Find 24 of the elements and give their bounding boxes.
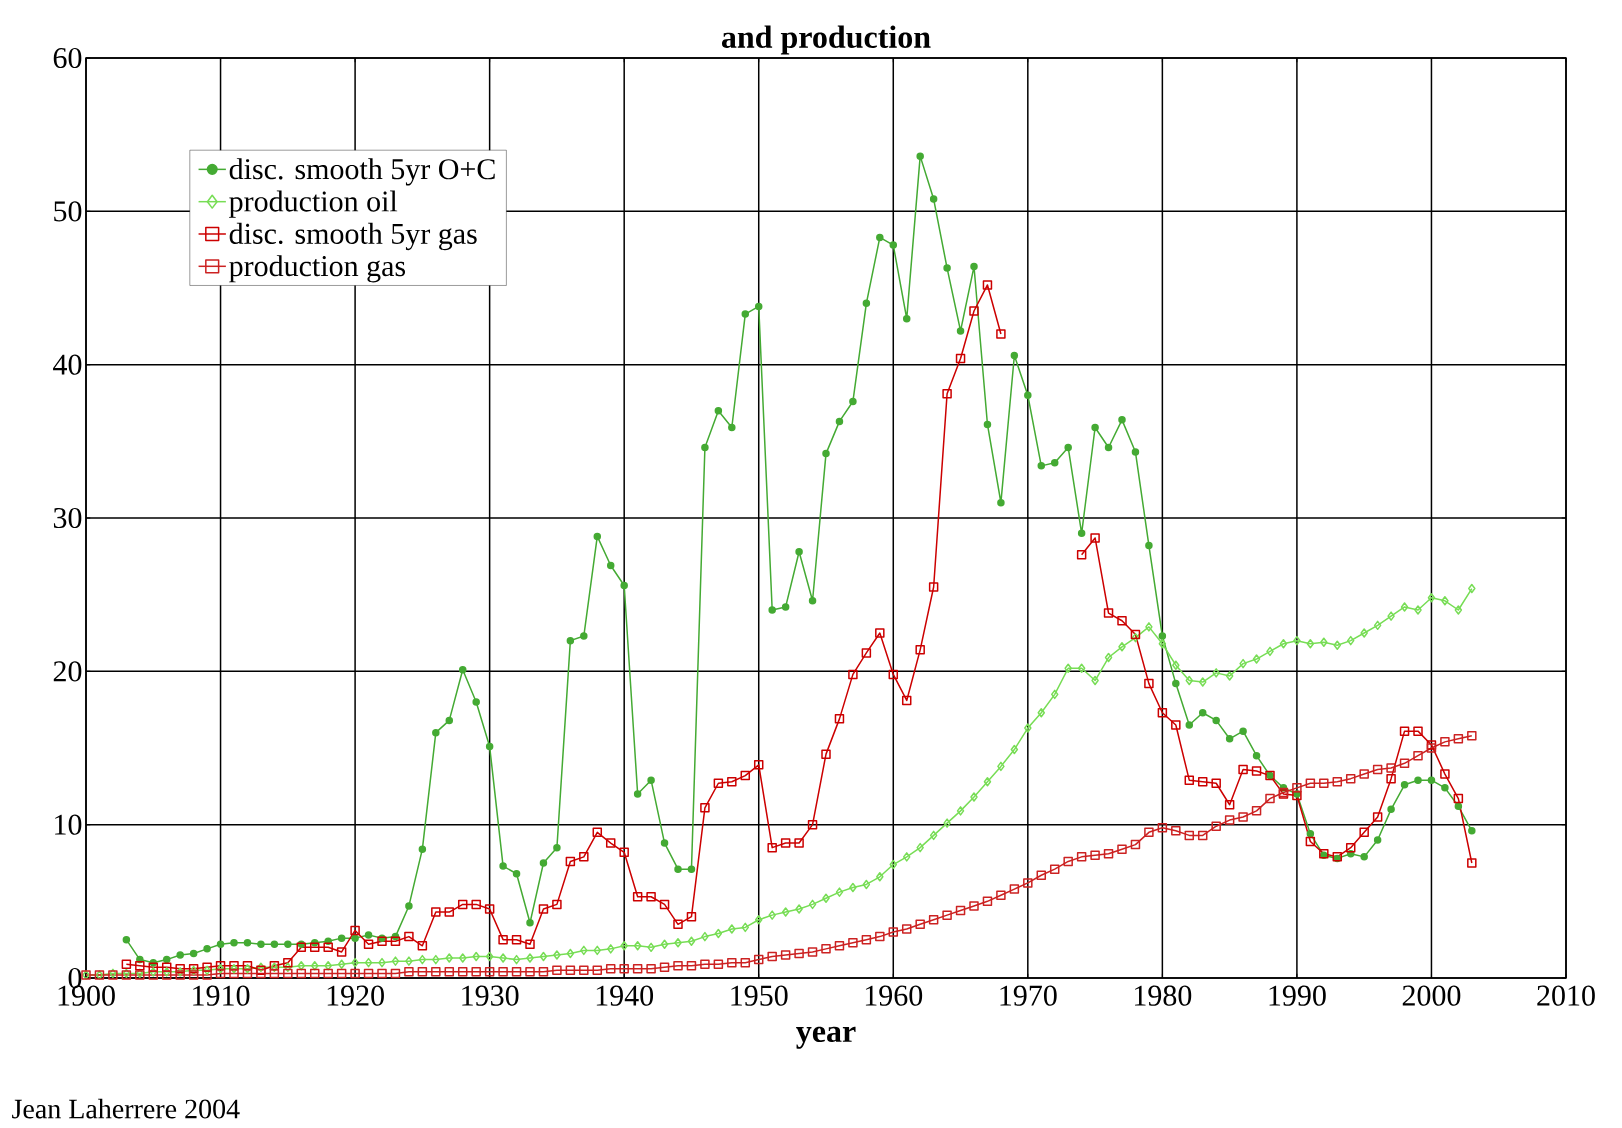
x-tick-label: 1920 <box>327 985 384 1006</box>
x-tick-label: 1950 <box>731 985 788 1006</box>
legend-label: production oil <box>229 190 398 218</box>
chart-title: and production <box>721 25 931 55</box>
legend-label: disc. smooth 5yr O+C <box>229 158 495 186</box>
x-axis-title: year <box>796 1026 856 1049</box>
y-tick-label: 50 <box>54 201 82 222</box>
x-tick-label: 1960 <box>865 985 923 1006</box>
legend-label: production gas <box>229 255 406 283</box>
y-tick-label: 60 <box>53 47 82 69</box>
x-tick-label: 1930 <box>462 985 519 1006</box>
text: Jean Laherrere 2004 <box>12 1098 240 1119</box>
x-tick-label: 1910 <box>193 985 250 1006</box>
legend-label: disc. smooth 5yr gas <box>229 222 477 251</box>
y-tick-label: 10 <box>55 814 82 835</box>
y-tick-label: 30 <box>53 507 82 529</box>
x-tick-label: 1940 <box>596 985 654 1006</box>
x-tick-label: 2000 <box>1402 985 1461 1006</box>
x-tick-label: 2010 <box>1537 985 1595 1006</box>
x-tick-label: 1980 <box>1135 985 1192 1006</box>
x-tick-label: 1990 <box>1269 985 1326 1006</box>
y-tick-label: 20 <box>53 661 82 682</box>
y-tick-label: 40 <box>53 354 82 375</box>
x-tick-label: 1970 <box>1000 985 1057 1006</box>
